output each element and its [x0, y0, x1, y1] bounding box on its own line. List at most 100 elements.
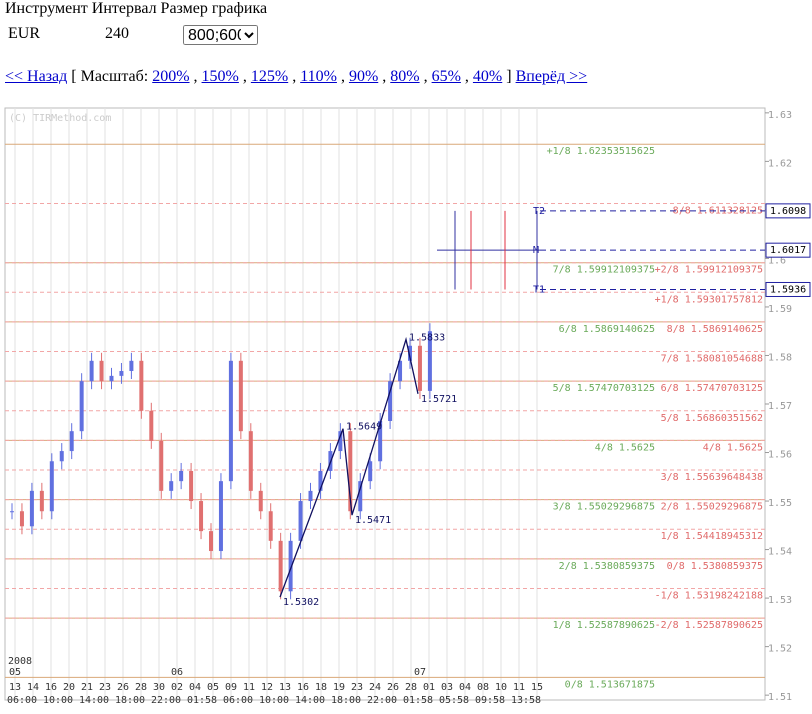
x-date: 24 — [369, 682, 381, 693]
y-tick-label: 1.63 — [768, 110, 792, 121]
target-value: 1.6098 — [770, 206, 806, 217]
candle — [268, 511, 273, 541]
back-link[interactable]: << Назад — [5, 68, 68, 85]
interval: 240 — [105, 25, 129, 42]
level-name: 0/8 — [667, 561, 685, 572]
x-date: 12 — [261, 682, 273, 693]
x-date: 01 — [423, 682, 435, 693]
x-date: 26 — [117, 682, 129, 693]
level-value: 1.53198242188 — [685, 590, 763, 601]
plot-frame — [4, 107, 766, 701]
level-name: 6/8 — [559, 324, 577, 335]
level-name: 2/8 — [559, 561, 577, 572]
column: Размер графика — [160, 0, 268, 17]
level-label: 0/8 1.513671875 — [565, 679, 655, 690]
scale-link[interactable]: 125% — [250, 68, 289, 85]
candle — [228, 360, 233, 482]
target-box — [765, 242, 811, 258]
y-tick-label: 1.55 — [768, 498, 792, 509]
candle — [278, 540, 283, 592]
scale-link[interactable]: 200% — [152, 68, 190, 85]
level-name: 1/8 — [661, 531, 679, 542]
candle — [179, 470, 184, 482]
x-date: 15 — [531, 682, 543, 693]
scale-open: [ Масштаб: — [71, 68, 149, 85]
wave-label: 1.5302 — [283, 597, 319, 608]
x-date: 16 — [45, 682, 57, 693]
separator: , — [340, 68, 345, 85]
target-name: M — [533, 245, 539, 256]
level-value: 1.52587890625 — [685, 620, 763, 631]
level-value: 1.59301757812 — [685, 294, 763, 305]
level-name: 0/8 — [565, 679, 583, 690]
level-name: 5/8 — [553, 383, 571, 394]
x-date: 19 — [333, 682, 345, 693]
candle — [89, 360, 94, 382]
y-tick-label: 1.62 — [768, 158, 792, 169]
level-value: 1.55029296875 — [685, 502, 763, 513]
x-date: 23 — [351, 682, 363, 693]
level-label: 4/8 1.5625 — [595, 442, 655, 453]
column: Инструмент — [5, 0, 88, 17]
x-date: 13 — [9, 682, 21, 693]
candle — [19, 511, 24, 527]
separator: , — [423, 68, 428, 85]
x-time: 18:00 — [115, 695, 145, 706]
scale-link[interactable]: 90% — [348, 68, 379, 85]
size-select[interactable]: 800;600 — [183, 25, 258, 45]
symbol: EUR — [8, 25, 40, 42]
level-value: 1.59912109375 — [685, 265, 763, 276]
level-label: 2/8 1.5380859375 — [559, 561, 655, 572]
x-date: 13 — [279, 682, 291, 693]
level-value: 1.5380859375 — [583, 561, 655, 572]
level-label: 7/8 1.59912109375 — [553, 265, 655, 276]
y-tick-label: 1.58 — [768, 352, 792, 363]
level-name: -1/8 — [655, 590, 679, 601]
candle — [338, 431, 343, 452]
level-value: 1.513671875 — [589, 679, 655, 690]
candle — [318, 470, 323, 491]
forward-link[interactable]: Вперёд >> — [515, 68, 588, 85]
level-value: 1.52587890625 — [577, 620, 655, 631]
scale-link[interactable]: 110% — [300, 68, 337, 85]
month: 06 — [171, 667, 183, 678]
scale-link[interactable]: 40% — [472, 68, 503, 85]
target-name: T1 — [533, 284, 545, 295]
candle — [378, 420, 383, 462]
x-date: 20 — [63, 682, 75, 693]
x-date: 11 — [243, 682, 255, 693]
level-name: 4/8 — [595, 442, 613, 453]
candle — [149, 410, 154, 441]
wave-label: 1.5471 — [355, 515, 391, 526]
x-date: 10 — [495, 682, 507, 693]
separator: , — [242, 68, 247, 85]
scale-link[interactable]: 150% — [201, 68, 239, 85]
wave-label: 1.5649 — [346, 422, 382, 433]
level-label: 2/8 1.55029296875 — [661, 502, 763, 513]
x-date: 11 — [513, 682, 525, 693]
candle — [39, 490, 44, 512]
level-value: 1.55639648438 — [685, 472, 763, 483]
candle — [348, 431, 353, 512]
level-label: 8/8 1.611328125 — [673, 205, 763, 216]
wave — [279, 336, 419, 598]
x-time: 10:00 — [259, 695, 289, 706]
level-value: 1.5869140625 — [583, 324, 655, 335]
x-date: 04 — [459, 682, 471, 693]
candle — [79, 381, 84, 432]
level-value: 1.5625 — [727, 442, 763, 453]
target-value: 1.6017 — [770, 245, 806, 256]
x-date: 28 — [135, 682, 147, 693]
scale-link[interactable]: 65% — [431, 68, 461, 85]
candle — [139, 360, 144, 411]
level-label: 8/8 1.5869140625 — [667, 324, 763, 335]
level-name: 5/8 — [661, 413, 679, 424]
candle — [288, 540, 293, 592]
level-name: 4/8 — [703, 442, 721, 453]
y-tick-label: 1.54 — [768, 547, 792, 558]
separator: , — [464, 68, 469, 85]
wave-label: 1.5721 — [421, 394, 457, 405]
scale-link[interactable]: 80% — [390, 68, 420, 85]
x-time: 05:58 — [439, 695, 469, 706]
